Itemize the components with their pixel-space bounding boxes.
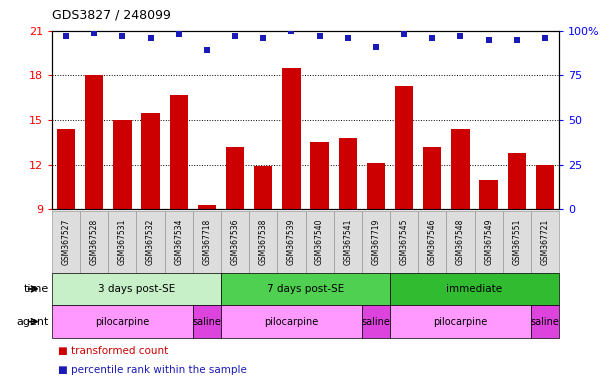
Bar bbox=[141, 113, 159, 209]
Point bbox=[371, 44, 381, 50]
Bar bbox=[536, 165, 554, 209]
Bar bbox=[395, 86, 413, 209]
Text: pilocarpine: pilocarpine bbox=[433, 316, 488, 327]
Point bbox=[287, 28, 296, 34]
Text: GSM367721: GSM367721 bbox=[541, 219, 549, 265]
Text: pilocarpine: pilocarpine bbox=[265, 316, 318, 327]
Text: GSM367538: GSM367538 bbox=[258, 219, 268, 265]
Text: GSM367532: GSM367532 bbox=[146, 219, 155, 265]
Bar bbox=[170, 95, 188, 209]
Text: saline: saline bbox=[192, 316, 221, 327]
Bar bbox=[254, 166, 273, 209]
Bar bbox=[226, 147, 244, 209]
Point bbox=[258, 35, 268, 41]
Text: GSM367549: GSM367549 bbox=[484, 218, 493, 265]
Bar bbox=[508, 153, 526, 209]
Text: GSM367536: GSM367536 bbox=[230, 218, 240, 265]
Point bbox=[456, 33, 466, 39]
Bar bbox=[57, 129, 75, 209]
Point bbox=[343, 35, 353, 41]
Point bbox=[89, 30, 99, 36]
Text: 7 days post-SE: 7 days post-SE bbox=[267, 284, 344, 294]
Point bbox=[399, 31, 409, 37]
Text: ■ transformed count: ■ transformed count bbox=[58, 346, 168, 356]
Text: GSM367548: GSM367548 bbox=[456, 219, 465, 265]
Text: GSM367531: GSM367531 bbox=[118, 219, 127, 265]
Text: GSM367545: GSM367545 bbox=[400, 218, 409, 265]
Text: GSM367718: GSM367718 bbox=[202, 219, 211, 265]
Point bbox=[145, 35, 155, 41]
Text: GDS3827 / 248099: GDS3827 / 248099 bbox=[52, 8, 171, 21]
Bar bbox=[310, 142, 329, 209]
Text: saline: saline bbox=[530, 316, 560, 327]
Text: GSM367719: GSM367719 bbox=[371, 219, 381, 265]
Bar bbox=[452, 129, 470, 209]
Text: GSM367527: GSM367527 bbox=[62, 219, 70, 265]
Text: 3 days post-SE: 3 days post-SE bbox=[98, 284, 175, 294]
Text: agent: agent bbox=[16, 316, 49, 327]
Bar bbox=[423, 147, 441, 209]
Bar bbox=[338, 138, 357, 209]
Bar bbox=[282, 68, 301, 209]
Point bbox=[61, 33, 71, 39]
Bar bbox=[367, 163, 385, 209]
Text: GSM367551: GSM367551 bbox=[512, 219, 521, 265]
Text: time: time bbox=[24, 284, 49, 294]
Point bbox=[230, 33, 240, 39]
Bar bbox=[198, 205, 216, 209]
Text: GSM367539: GSM367539 bbox=[287, 218, 296, 265]
Text: GSM367540: GSM367540 bbox=[315, 218, 324, 265]
Text: GSM367528: GSM367528 bbox=[90, 219, 99, 265]
Point bbox=[512, 36, 522, 43]
Text: pilocarpine: pilocarpine bbox=[95, 316, 150, 327]
Text: saline: saline bbox=[362, 316, 390, 327]
Text: GSM367541: GSM367541 bbox=[343, 219, 353, 265]
Text: ■ percentile rank within the sample: ■ percentile rank within the sample bbox=[58, 364, 247, 375]
Text: GSM367534: GSM367534 bbox=[174, 218, 183, 265]
Point bbox=[174, 31, 184, 37]
Bar bbox=[480, 180, 498, 209]
Text: immediate: immediate bbox=[447, 284, 503, 294]
Point bbox=[540, 35, 550, 41]
Bar bbox=[113, 120, 131, 209]
Point bbox=[117, 33, 127, 39]
Point bbox=[202, 47, 212, 53]
Point bbox=[428, 35, 437, 41]
Text: GSM367546: GSM367546 bbox=[428, 218, 437, 265]
Point bbox=[484, 36, 494, 43]
Point bbox=[315, 33, 324, 39]
Bar bbox=[85, 75, 103, 209]
